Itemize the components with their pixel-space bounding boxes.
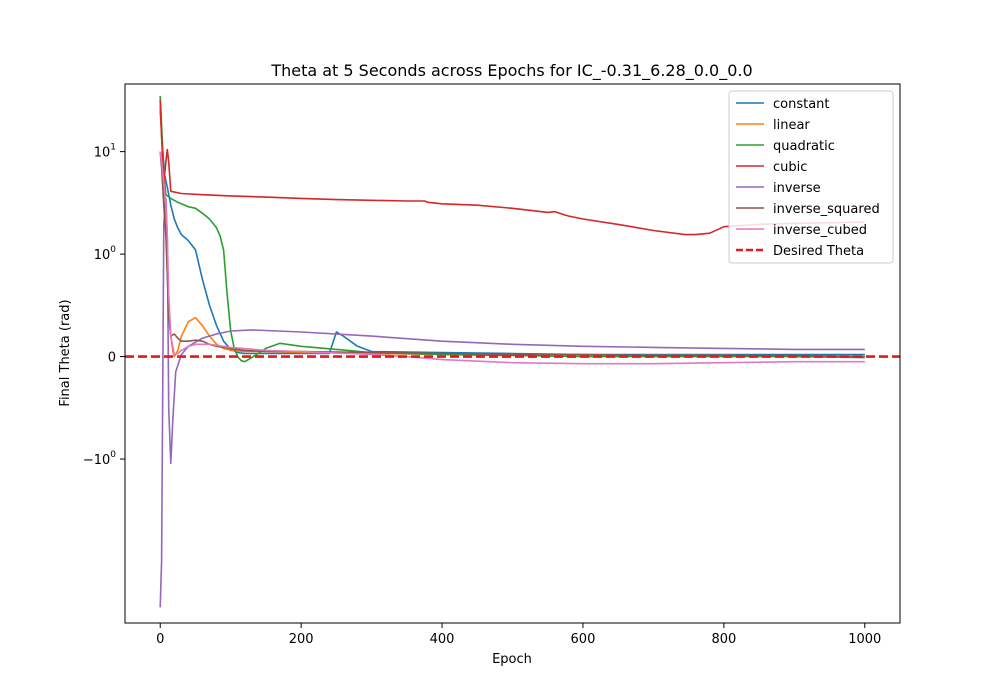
legend-label: Desired Theta (773, 244, 864, 259)
legend-label: inverse (773, 181, 821, 196)
legend-label: cubic (773, 160, 807, 175)
y-tick-label: 0 (108, 351, 116, 366)
x-axis-label: Epoch (492, 652, 532, 667)
legend: constant linear quadratic cubic inverse inver… (728, 90, 894, 264)
y-axis-label: Final Theta (rad) (58, 299, 73, 406)
x-tick-label: 1000 (848, 632, 881, 647)
legend-label: constant (773, 97, 830, 112)
legend-box (728, 90, 894, 264)
y-tick-label: 100 (94, 245, 117, 263)
series-line-cubic (159, 99, 865, 236)
x-tick-label: 0 (156, 632, 164, 647)
series-line-quadratic (159, 95, 865, 363)
x-axis: 0 200 400 600 800 1000 (156, 623, 881, 647)
series-line-inverse-cubed (159, 151, 865, 365)
plot-frame (124, 83, 901, 624)
legend-label: linear (773, 118, 810, 133)
y-tick-label: 101 (94, 143, 116, 161)
x-tick-label: 600 (571, 632, 596, 647)
y-tick-label: −100 (83, 450, 116, 468)
legend-label: inverse_squared (773, 202, 880, 217)
chart-title: Theta at 5 Seconds across Epochs for IC_… (270, 61, 752, 81)
legend-label: inverse_cubed (773, 223, 867, 238)
legend-label: quadratic (773, 139, 835, 154)
x-tick-label: 400 (430, 632, 455, 647)
series-layer (125, 95, 900, 608)
series-line-constant (159, 110, 865, 356)
x-tick-label: 800 (711, 632, 736, 647)
x-tick-label: 200 (289, 632, 314, 647)
y-axis: 101 100 0 −100 (83, 143, 125, 468)
